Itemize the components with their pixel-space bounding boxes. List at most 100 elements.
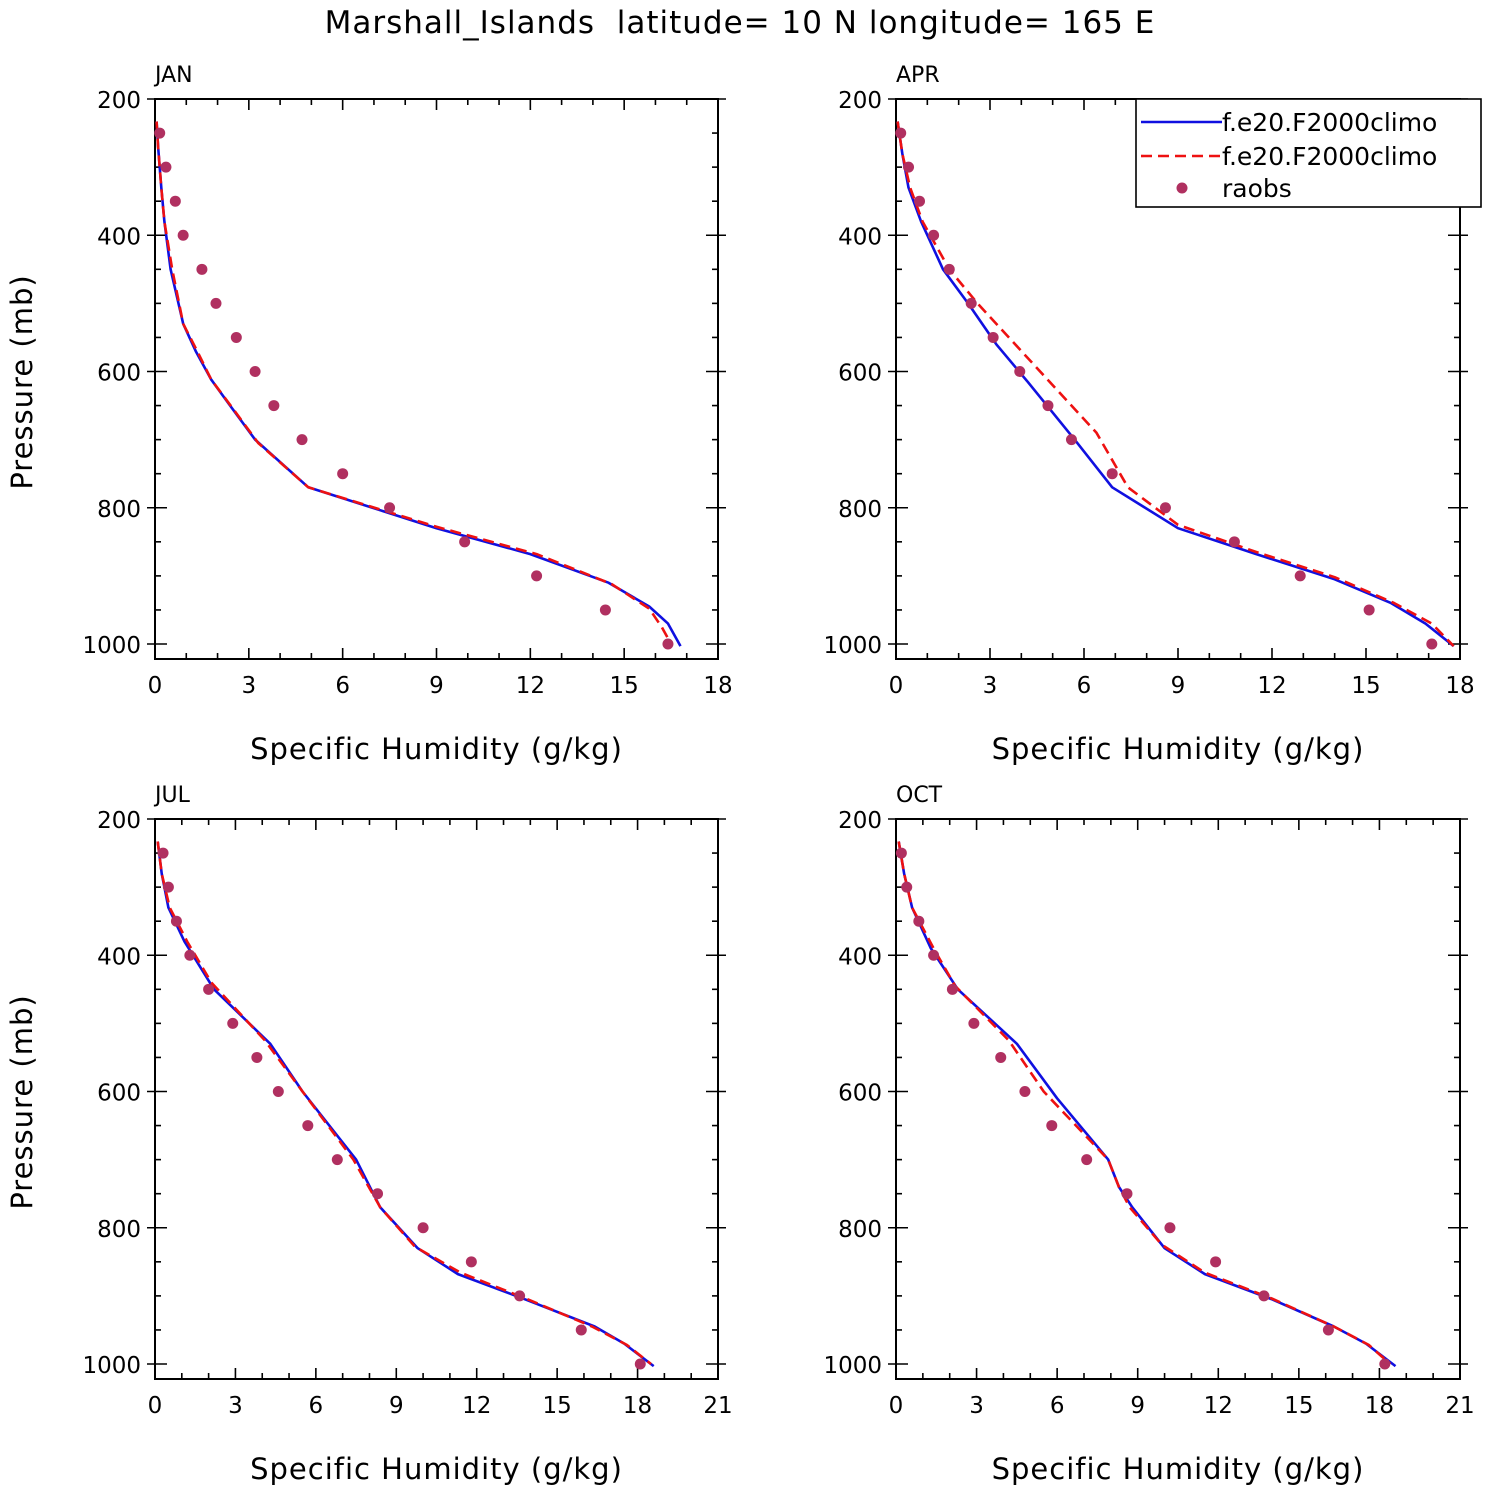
raobs-point xyxy=(928,949,940,961)
y-tick-label: 1000 xyxy=(823,633,882,659)
plot-frame xyxy=(895,818,1461,1380)
y-tick-label: 800 xyxy=(838,497,882,523)
x-tick-label: 0 xyxy=(148,1393,163,1419)
raobs-point xyxy=(251,1051,263,1063)
raobs-point xyxy=(249,366,261,378)
x-tick-label: 12 xyxy=(462,1393,491,1419)
raobs-point xyxy=(903,161,915,173)
raobs-point xyxy=(210,297,222,309)
panel-oct: OCT 0 3 6 9 12 15 18 21 200 400 600 800 1000 Specific … xyxy=(823,783,1474,1486)
legend-box xyxy=(1135,98,1482,208)
raobs-point xyxy=(1065,434,1077,446)
y-tick-label: 200 xyxy=(838,808,882,834)
raobs-point xyxy=(337,468,349,480)
raobs-point xyxy=(901,881,913,893)
raobs-point xyxy=(968,1017,980,1029)
y-tick-label: 400 xyxy=(838,944,882,970)
raobs-point xyxy=(1121,1188,1133,1200)
raobs-point xyxy=(372,1188,384,1200)
y-tick-label: 200 xyxy=(97,808,141,834)
x-axis-label: Specific Humidity (g/kg) xyxy=(250,732,623,766)
raobs-point xyxy=(227,1017,239,1029)
x-axis-label: Specific Humidity (g/kg) xyxy=(992,1452,1365,1486)
raobs-point xyxy=(169,195,181,207)
panel-title: JUL xyxy=(153,783,191,808)
x-tick-label: 9 xyxy=(1130,1393,1145,1419)
x-tick-label: 12 xyxy=(1204,1393,1233,1419)
x-tick-label: 9 xyxy=(1171,673,1186,699)
raobs-point xyxy=(1363,604,1375,616)
y-tick-label: 1000 xyxy=(82,633,141,659)
raobs-point xyxy=(575,1324,587,1336)
raobs-point xyxy=(895,127,907,139)
panel-title: JAN xyxy=(153,63,193,88)
series-line-dashed xyxy=(897,841,1392,1365)
raobs-point xyxy=(1294,570,1306,582)
x-tick-label: 15 xyxy=(610,673,639,699)
x-tick-label: 21 xyxy=(1445,1393,1474,1419)
raobs-point xyxy=(946,983,958,995)
y-tick-label: 200 xyxy=(838,88,882,114)
figure-title: Marshall_Islands latitude= 10 N longitud… xyxy=(325,5,1156,41)
legend: f.e20.F2000climo f.e20.F2000climo raobs xyxy=(1135,98,1482,208)
raobs-point xyxy=(177,229,189,241)
raobs-point xyxy=(943,263,955,275)
raobs-point xyxy=(272,1086,284,1098)
y-tick-label: 600 xyxy=(838,361,882,387)
raobs-point xyxy=(1019,1086,1031,1098)
raobs-point xyxy=(895,847,907,859)
series-line-solid xyxy=(897,841,1397,1368)
x-axis-label: Specific Humidity (g/kg) xyxy=(992,732,1365,766)
plot-frame xyxy=(154,98,719,660)
plot-frame xyxy=(154,818,719,1380)
panel-title: OCT xyxy=(896,783,943,808)
x-tick-label: 0 xyxy=(148,673,163,699)
y-tick-label: 200 xyxy=(97,88,141,114)
raobs-point xyxy=(1159,502,1171,514)
raobs-point xyxy=(1322,1324,1334,1336)
raobs-point xyxy=(1258,1290,1270,1302)
y-tick-label: 600 xyxy=(838,1081,882,1107)
series-line-solid xyxy=(896,121,1455,648)
y-tick-label: 1000 xyxy=(82,1353,141,1379)
y-axis-label: Pressure (mb) xyxy=(5,994,39,1209)
raobs-point xyxy=(230,331,242,343)
raobs-point xyxy=(157,847,169,859)
y-tick-label: 400 xyxy=(97,944,141,970)
raobs-point xyxy=(268,400,280,412)
x-tick-label: 18 xyxy=(1365,1393,1394,1419)
x-tick-label: 18 xyxy=(623,1393,652,1419)
raobs-point xyxy=(162,881,174,893)
x-tick-label: 18 xyxy=(703,673,732,699)
y-tick-label: 400 xyxy=(97,224,141,250)
legend-swatch-dot xyxy=(1176,182,1188,194)
x-tick-label: 12 xyxy=(1257,673,1286,699)
raobs-point xyxy=(599,604,611,616)
x-tick-label: 15 xyxy=(1284,1393,1313,1419)
raobs-point xyxy=(384,502,396,514)
series-line-solid xyxy=(156,841,655,1368)
y-tick-label: 800 xyxy=(838,1217,882,1243)
raobs-point xyxy=(203,983,215,995)
raobs-point xyxy=(417,1222,429,1234)
x-tick-label: 18 xyxy=(1445,673,1474,699)
raobs-point xyxy=(531,570,543,582)
raobs-point xyxy=(196,263,208,275)
y-axis-label: Pressure (mb) xyxy=(5,274,39,489)
x-tick-label: 6 xyxy=(1050,1393,1065,1419)
series-line-dashed xyxy=(155,121,673,645)
panel-jan: JAN 0 3 6 9 12 15 18 200 400 600 800 1000 Specific Hu… xyxy=(5,63,733,766)
legend-label: raobs xyxy=(1222,174,1292,203)
series-line-dashed xyxy=(156,841,652,1366)
raobs-point xyxy=(1379,1358,1391,1370)
legend-label: f.e20.F2000climo xyxy=(1222,108,1437,137)
legend-label: f.e20.F2000climo xyxy=(1222,142,1437,171)
raobs-point xyxy=(160,161,172,173)
raobs-point xyxy=(914,195,925,207)
raobs-point xyxy=(459,536,471,548)
raobs-point xyxy=(296,434,308,446)
y-tick-label: 400 xyxy=(838,224,882,250)
raobs-point xyxy=(154,127,166,139)
raobs-point xyxy=(1164,1222,1176,1234)
